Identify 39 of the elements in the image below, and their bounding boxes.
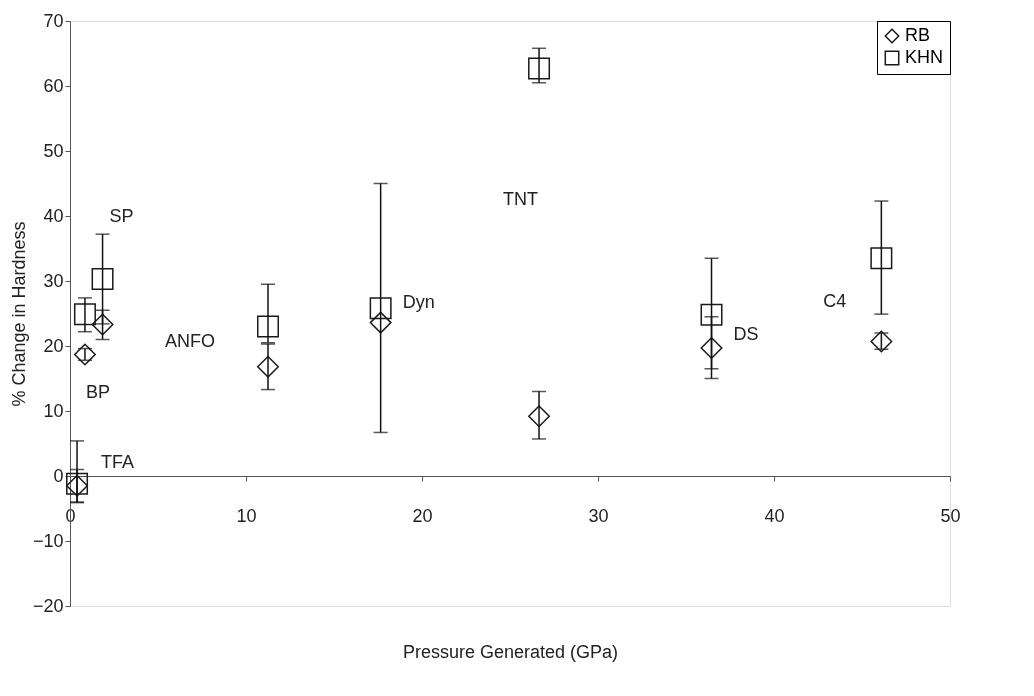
annotation: DS (733, 323, 759, 344)
point (528, 405, 551, 428)
y-tick-label: −20 (32, 595, 64, 616)
annotation: BP (85, 382, 110, 403)
annotation: C4 (823, 291, 847, 312)
y-tick-label: −10 (32, 530, 64, 551)
point (528, 57, 551, 80)
x-tick-label: 30 (588, 505, 609, 526)
y-tick-label: 50 (43, 140, 64, 161)
point (369, 311, 392, 334)
legend-label: RB (905, 25, 931, 45)
point (870, 247, 893, 270)
x-axis-title: Pressure Generated (GPa) (402, 641, 619, 662)
x-tick-label: 10 (236, 505, 257, 526)
point (73, 303, 96, 326)
annotation: TNT (502, 189, 538, 210)
y-tick-label: 30 (43, 270, 64, 291)
annotation: ANFO (165, 330, 216, 351)
point (369, 297, 392, 320)
legend-label: KHN (905, 47, 944, 67)
point (91, 313, 114, 336)
x-tick-label: 50 (940, 505, 961, 526)
point (700, 303, 723, 326)
y-tick-label: 40 (43, 205, 64, 226)
y-tick-label: 60 (43, 75, 64, 96)
y-tick-label: 0 (53, 465, 64, 486)
y-tick-label: 10 (43, 400, 64, 421)
point (700, 336, 723, 359)
y-axis-title: % Change in Hardness (8, 221, 29, 407)
x-tick-label: 20 (412, 505, 433, 526)
annotation: TFA (101, 451, 135, 472)
y-tick-label: 70 (43, 10, 64, 31)
point (91, 268, 114, 291)
annotation: SP (109, 206, 134, 227)
point (257, 355, 279, 378)
point (257, 315, 279, 338)
y-tick-label: 20 (43, 335, 64, 356)
x-tick-label: 40 (764, 505, 785, 526)
annotation: Dyn (402, 292, 435, 313)
